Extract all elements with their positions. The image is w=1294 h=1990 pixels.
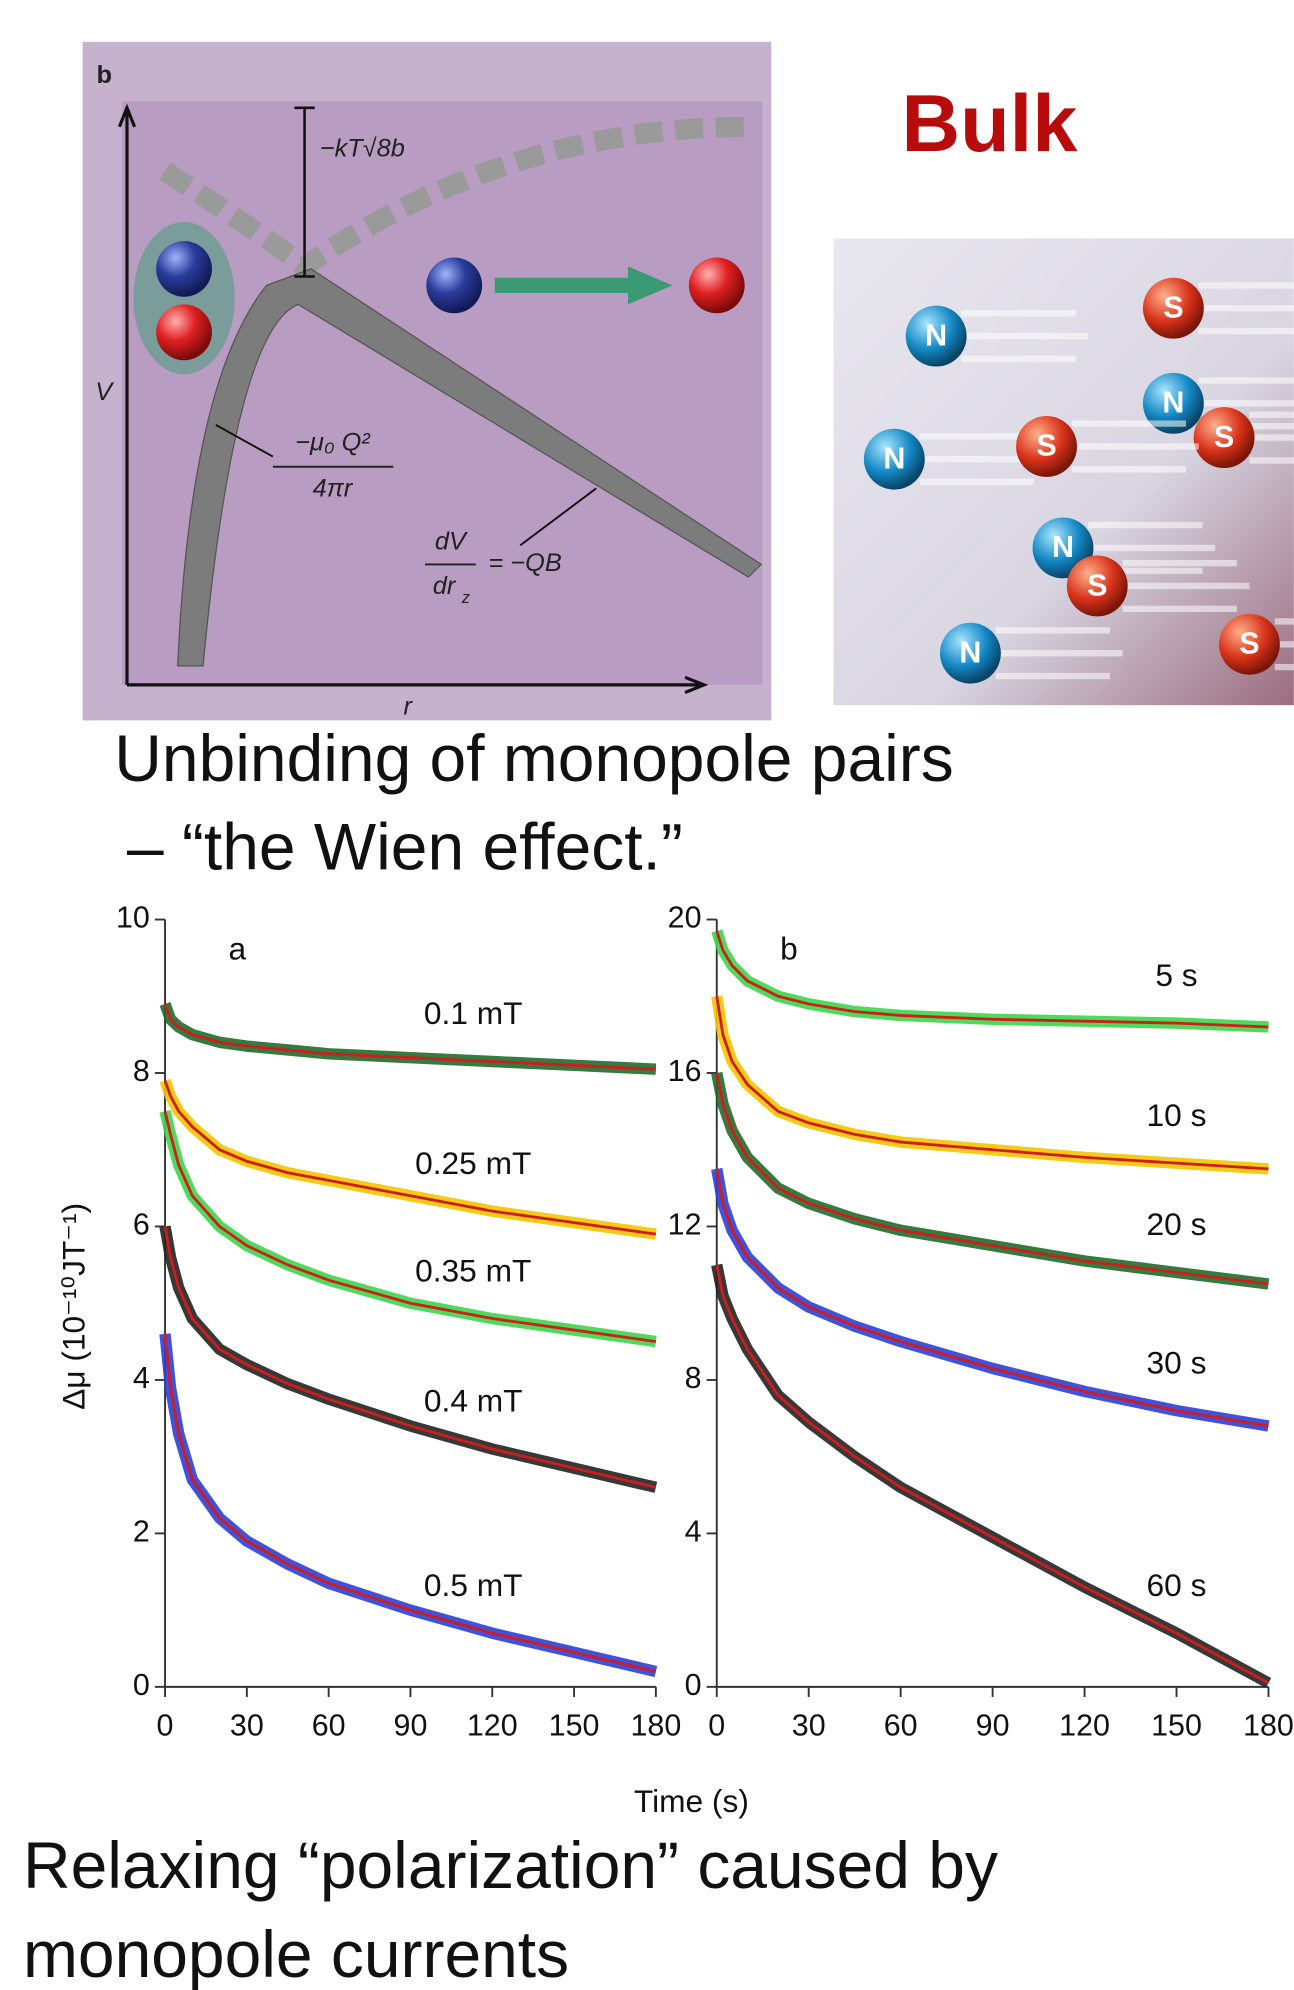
caption: – “the Wien effect.” [127, 810, 683, 884]
x-tick-label: 30 [792, 1708, 826, 1742]
y-tick-label: 0 [685, 1668, 702, 1702]
pole-label: N [883, 441, 905, 475]
series-label: 0.35 mT [415, 1252, 531, 1288]
data-line [165, 1334, 656, 1672]
y-tick-label: 4 [685, 1514, 702, 1548]
data-line [165, 1004, 656, 1069]
fit-line [717, 1265, 1269, 1683]
formula: dV [435, 528, 468, 556]
x-tick-label: 0 [708, 1708, 725, 1742]
caption: monopole currents [23, 1917, 569, 1990]
x-tick-label: 30 [230, 1708, 264, 1742]
formula: z [461, 589, 471, 607]
series-label: 30 s [1147, 1344, 1207, 1380]
diagram: b V r −kT√8b −μ₀ Q² 4πr dV dr z = −QB [83, 42, 772, 721]
x-tick-label: 150 [1151, 1708, 1202, 1742]
formula: = −QB [488, 549, 561, 577]
pole-label: S [1036, 429, 1056, 463]
series-label: 0.4 mT [424, 1383, 523, 1419]
pole-label: S [1239, 627, 1259, 661]
series-label: 0.5 mT [424, 1567, 523, 1603]
title: Bulk [902, 79, 1079, 169]
series-label: 0.1 mT [424, 995, 523, 1031]
x-tick-label: 60 [312, 1708, 346, 1742]
pole-label: S [1163, 291, 1183, 325]
pole-label: S [1214, 420, 1234, 454]
barrier-label: −kT√8b [320, 134, 405, 162]
x-tick-label: 180 [1243, 1708, 1294, 1742]
x-tick-label: 60 [884, 1708, 918, 1742]
y-tick-label: 0 [133, 1668, 150, 1702]
formula: 4πr [313, 474, 354, 502]
caption: Relaxing “polarization” caused by [23, 1828, 998, 1902]
pole-label: N [959, 635, 981, 669]
y-tick-label: 12 [668, 1208, 702, 1242]
x-tick-label: 0 [157, 1708, 174, 1742]
x-tick-label: 90 [394, 1708, 428, 1742]
data-line [717, 1265, 1269, 1683]
x-tick-label: 150 [549, 1708, 600, 1742]
x-tick-label: 120 [467, 1708, 518, 1742]
x-tick-label: 90 [976, 1708, 1010, 1742]
fit-line [165, 1081, 656, 1234]
pole-label: S [1087, 568, 1107, 602]
y-tick-label: 8 [685, 1361, 702, 1395]
y-tick-label: 6 [133, 1208, 150, 1242]
pole-label: N [1052, 530, 1074, 564]
fit-line [165, 1334, 656, 1672]
y-tick-label: 10 [116, 901, 150, 935]
panel-label: a [228, 931, 246, 967]
y-tick-label: 16 [668, 1054, 702, 1088]
pole-label: N [925, 318, 947, 352]
axis-label: V [95, 378, 114, 406]
series-label: 0.25 mT [415, 1145, 531, 1181]
y-tick-label: 20 [668, 901, 702, 935]
x-axis-label: Time (s) [634, 1783, 749, 1819]
slide: b V r −kT√8b −μ₀ Q² 4πr dV dr z = −QB Bu… [0, 0, 1294, 1990]
series-label: 60 s [1147, 1567, 1207, 1603]
x-tick-label: 120 [1059, 1708, 1110, 1742]
series-label: 10 s [1147, 1097, 1207, 1133]
monopole-ball [426, 257, 482, 313]
panel-label: b [97, 61, 113, 89]
series-label: 5 s [1155, 957, 1197, 993]
formula: −μ₀ Q² [295, 429, 371, 457]
monopole-ball [156, 304, 212, 360]
x-tick-label: 180 [630, 1708, 681, 1742]
data-line [165, 1226, 656, 1487]
y-tick-label: 2 [133, 1514, 150, 1548]
panel-label: b [780, 931, 798, 967]
formula: dr [433, 572, 457, 600]
monopole-ball [689, 257, 745, 313]
y-tick-label: 4 [133, 1361, 150, 1395]
series-label: 20 s [1147, 1206, 1207, 1242]
y-tick-label: 8 [133, 1054, 150, 1088]
pole-label: N [1162, 386, 1184, 420]
y-axis-label: Δμ (10⁻¹⁰JT⁻¹) [56, 1203, 92, 1410]
monopole-ball [156, 241, 212, 297]
caption: Unbinding of monopole pairs [114, 721, 953, 795]
